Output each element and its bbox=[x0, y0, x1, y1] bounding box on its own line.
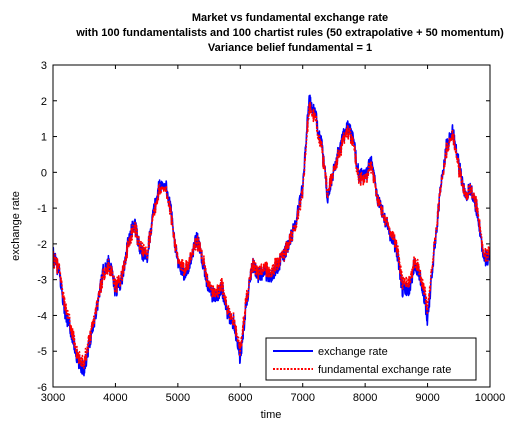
y-tick-label: 0 bbox=[41, 167, 47, 179]
y-tick-label: -1 bbox=[37, 203, 47, 215]
plot-area bbox=[53, 65, 490, 387]
x-tick-label: 7000 bbox=[290, 392, 314, 404]
x-tick-label: 10000 bbox=[475, 392, 506, 404]
y-tick-label: 3 bbox=[41, 60, 47, 72]
y-tick-label: -4 bbox=[37, 310, 47, 322]
y-axis: 3 2 1 0 -1 -2 -3 -4 -5 -6 bbox=[37, 60, 490, 394]
legend-label-fundamental-exchange-rate: fundamental exchange rate bbox=[318, 364, 451, 376]
x-axis-label: time bbox=[261, 409, 282, 421]
chart-title-line-3: Variance belief fundamental = 1 bbox=[208, 42, 372, 54]
legend-box bbox=[265, 337, 477, 381]
chart-title-line-1: Market vs fundamental exchange rate bbox=[192, 12, 388, 24]
y-tick-label: -2 bbox=[37, 239, 47, 251]
legend: exchange rate fundamental exchange rate bbox=[265, 337, 477, 381]
legend-label-exchange-rate: exchange rate bbox=[318, 346, 388, 358]
series-layer bbox=[53, 94, 490, 377]
y-tick-label: 1 bbox=[41, 132, 47, 144]
y-tick-label: -5 bbox=[37, 346, 47, 358]
y-tick-label: -3 bbox=[37, 275, 47, 287]
x-tick-label: 6000 bbox=[228, 392, 252, 404]
plot-frame bbox=[52, 64, 491, 388]
y-axis-label: exchange rate bbox=[10, 191, 22, 261]
x-tick-label: 5000 bbox=[166, 392, 190, 404]
chart-title-line-2: with 100 fundamentalists and 100 chartis… bbox=[75, 27, 504, 39]
series-line-exchange-rate bbox=[53, 94, 490, 377]
x-tick-label: 4000 bbox=[103, 392, 127, 404]
series-line-fundamental-exchange-rate bbox=[53, 101, 490, 369]
y-tick-label: 2 bbox=[41, 96, 47, 108]
x-tick-label: 8000 bbox=[353, 392, 377, 404]
y-tick-label: -6 bbox=[37, 382, 47, 394]
x-tick-label: 3000 bbox=[41, 392, 65, 404]
x-tick-label: 9000 bbox=[415, 392, 439, 404]
x-axis: 3000 4000 5000 6000 7000 8000 9000 10000 bbox=[41, 65, 506, 404]
